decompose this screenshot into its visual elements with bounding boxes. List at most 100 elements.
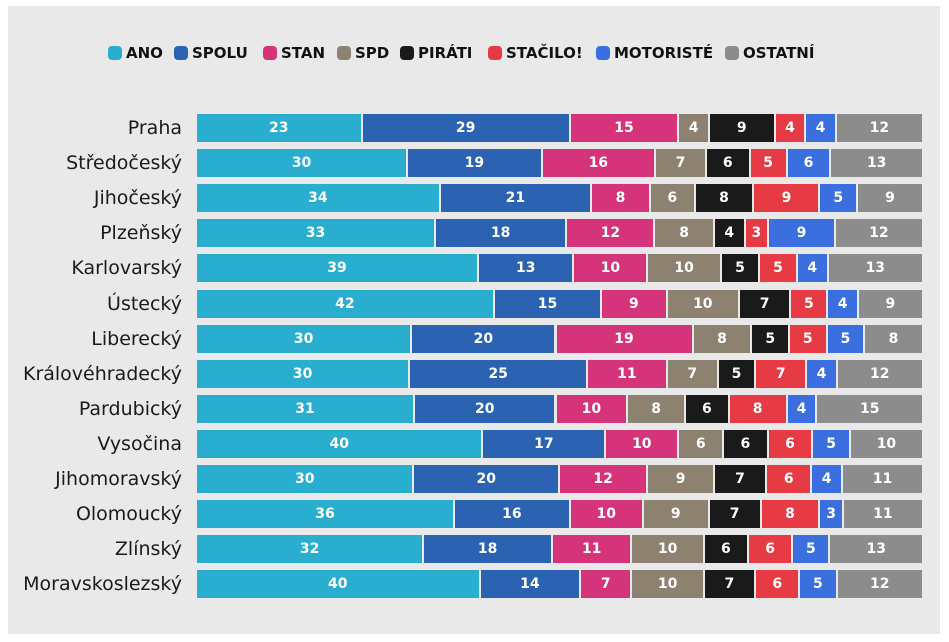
bar-segment-zlinsky-spd: 10 [632, 535, 703, 564]
region-label-moravskoslezsky: Moravskoslezský [23, 573, 182, 596]
bar-segment-zlinsky-motoriste: 5 [793, 535, 829, 564]
legend-item-ostatni: OSTATNÍ [725, 40, 814, 66]
bar-segment-pardubicky-ostatni: 15 [817, 394, 922, 423]
bar-segment-olomoucky-ostatni: 11 [843, 500, 922, 529]
region-label-stredocesky: Středočeský [66, 152, 182, 175]
bar-segment-zlinsky-ostatni: 13 [830, 535, 922, 564]
bar-segment-jihocesky-pirati: 8 [695, 184, 753, 213]
region-label-vysocina: Vysočina [97, 432, 182, 455]
legend-label-pirati: PIRÁTI [418, 44, 473, 62]
bar-segment-jihomoravsky-spd: 9 [648, 465, 713, 493]
bar-segment-moravskoslezsky-ostatni: 12 [837, 570, 922, 599]
bar-segment-liberecky-spd: 8 [693, 324, 751, 353]
bar-segment-jihomoravsky-stan: 12 [560, 465, 647, 493]
bar-segment-ustecky-spolu: 15 [494, 289, 601, 318]
legend-swatch-ostatni [725, 46, 739, 60]
legend-item-motoriste: MOTORISTÉ [596, 40, 713, 66]
bar-segment-vysocina-ostatni: 10 [850, 429, 922, 458]
bar-segment-liberecky-spolu: 20 [412, 324, 555, 353]
bar-segment-jihocesky-ostatni: 9 [858, 184, 922, 213]
bar-segment-kralovehradecky-motoriste: 4 [807, 359, 836, 388]
bar-segment-zlinsky-pirati: 6 [704, 535, 748, 564]
bar-segment-plzensky-spolu: 18 [436, 219, 566, 248]
bar-segment-vysocina-ano: 40 [197, 429, 482, 458]
bar-segment-jihomoravsky-motoriste: 4 [812, 465, 841, 493]
legend-swatch-pirati [400, 46, 414, 60]
bar-segment-liberecky-ostatni: 8 [865, 324, 922, 353]
bar-segment-plzensky-spd: 8 [655, 219, 713, 248]
bar-segment-pardubicky-stacilo: 8 [729, 394, 786, 423]
bar-segment-liberecky-ano: 30 [197, 324, 411, 353]
chart-frame [8, 6, 940, 634]
region-label-karlovarsky: Karlovarský [71, 257, 182, 280]
bar-segment-jihomoravsky-spolu: 20 [414, 465, 559, 493]
bar-segment-vysocina-pirati: 6 [724, 429, 767, 458]
bar-segment-ustecky-pirati: 7 [740, 289, 790, 318]
legend-label-spd: SPD [355, 44, 390, 62]
bar-segment-jihocesky-spd: 6 [650, 184, 694, 213]
bar-segment-jihomoravsky-ostatni: 11 [843, 465, 922, 493]
bar-segment-ustecky-stan: 9 [602, 289, 666, 318]
bar-segment-praha-ano: 23 [197, 114, 361, 142]
bar-segment-zlinsky-stan: 11 [552, 535, 631, 564]
bar-segment-liberecky-motoriste: 5 [827, 324, 864, 353]
legend-item-ano: ANO [108, 40, 163, 66]
bar-segment-plzensky-pirati: 4 [714, 219, 744, 248]
bar-segment-olomoucky-motoriste: 3 [820, 500, 842, 529]
region-label-olomoucky: Olomoucký [75, 503, 182, 526]
bar-segment-ustecky-ostatni: 9 [858, 289, 922, 318]
bar-segment-kralovehradecky-ostatni: 12 [837, 359, 922, 388]
bar-segment-plzensky-stacilo: 3 [745, 219, 768, 248]
bar-segment-jihomoravsky-stacilo: 6 [767, 465, 811, 493]
bar-segment-karlovarsky-stan: 10 [574, 254, 647, 283]
bar-segment-praha-spolu: 29 [362, 114, 569, 142]
bar-segment-jihocesky-ano: 34 [197, 184, 439, 213]
bar-segment-stredocesky-motoriste: 6 [787, 149, 830, 178]
bar-segment-vysocina-stan: 10 [606, 429, 678, 458]
legend-swatch-ano [108, 46, 122, 60]
bar-segment-pardubicky-spolu: 20 [415, 394, 555, 423]
bar-segment-moravskoslezsky-motoriste: 5 [800, 570, 836, 599]
bar-segment-moravskoslezsky-spolu: 14 [480, 570, 580, 599]
bar-segment-zlinsky-ano: 32 [197, 535, 423, 564]
bar-segment-jihomoravsky-pirati: 7 [714, 465, 766, 493]
bar-segment-moravskoslezsky-spd: 10 [632, 570, 703, 599]
bar-segment-vysocina-spolu: 17 [483, 429, 605, 458]
bar-segment-praha-stacilo: 4 [775, 114, 805, 142]
region-label-praha: Praha [127, 117, 182, 139]
region-label-pardubicky: Pardubický [78, 397, 182, 420]
bar-segment-praha-spd: 4 [679, 114, 708, 142]
bar-segment-praha-stan: 15 [570, 114, 678, 142]
bar-segment-praha-pirati: 9 [709, 114, 774, 142]
bar-segment-praha-ostatni: 12 [836, 114, 922, 142]
bar-segment-liberecky-pirati: 5 [752, 324, 789, 353]
bar-segment-moravskoslezsky-pirati: 7 [704, 570, 755, 599]
bar-segment-olomoucky-spolu: 16 [454, 500, 569, 529]
bar-segment-karlovarsky-pirati: 5 [722, 254, 758, 283]
bar-segment-stredocesky-stacilo: 5 [750, 149, 786, 178]
bar-segment-stredocesky-ostatni: 13 [831, 149, 922, 178]
region-label-kralovehradecky: Královéhradecký [22, 362, 182, 385]
bar-segment-jihocesky-spolu: 21 [440, 184, 591, 213]
bar-segment-pardubicky-stan: 10 [556, 394, 627, 423]
bar-segment-moravskoslezsky-stacilo: 6 [756, 570, 799, 599]
legend-label-ostatni: OSTATNÍ [743, 44, 815, 62]
bar-segment-vysocina-stacilo: 6 [768, 429, 812, 458]
bar-segment-jihocesky-stan: 8 [592, 184, 649, 213]
bar-segment-olomoucky-stacilo: 8 [761, 500, 819, 529]
bar-segment-zlinsky-stacilo: 6 [749, 535, 792, 564]
bar-segment-kralovehradecky-spolu: 25 [410, 359, 587, 388]
legend-label-spolu: SPOLU [192, 44, 248, 62]
bar-segment-karlovarsky-motoriste: 4 [797, 254, 827, 283]
bar-segment-jihocesky-stacilo: 9 [754, 184, 819, 213]
bar-segment-olomoucky-spd: 9 [643, 500, 708, 529]
bar-segment-pardubicky-ano: 31 [197, 394, 414, 423]
legend-label-stacilo: STAČILO! [506, 44, 583, 62]
bar-segment-ustecky-spd: 10 [667, 289, 738, 318]
bar-segment-karlovarsky-ano: 39 [197, 254, 478, 283]
region-label-jihomoravsky: Jihomoravský [55, 468, 182, 490]
bar-segment-pardubicky-spd: 8 [628, 394, 684, 423]
legend-swatch-spolu [174, 46, 188, 60]
bar-segment-liberecky-stacilo: 5 [790, 324, 826, 353]
legend-item-stacilo: STAČILO! [488, 40, 583, 66]
